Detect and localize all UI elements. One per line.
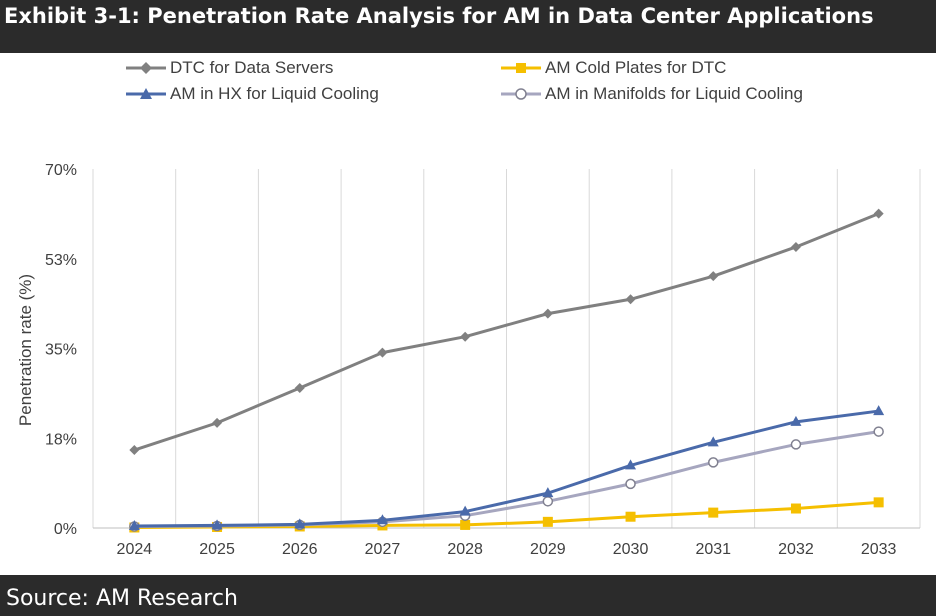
data-point <box>708 457 719 468</box>
legend-label: AM in Manifolds for Liquid Cooling <box>545 84 803 103</box>
x-tick-label: 2024 <box>117 541 153 558</box>
y-tick-label: 0% <box>54 521 77 538</box>
data-point <box>790 241 801 252</box>
x-tick-label: 2028 <box>447 541 483 558</box>
data-point <box>625 478 636 490</box>
data-point <box>460 519 471 530</box>
legend-marker-square-icon <box>501 63 541 73</box>
data-point <box>377 347 388 358</box>
chart-panel: DTC for Data Servers AM Cold Plates for … <box>0 53 936 575</box>
data-point <box>708 507 719 518</box>
data-point <box>873 405 885 416</box>
data-point <box>542 308 553 319</box>
data-point <box>873 208 884 219</box>
x-tick-label: 2025 <box>199 541 235 558</box>
source-note: Source: AM Research <box>6 586 238 611</box>
series-line <box>134 409 879 528</box>
data-point <box>708 271 719 282</box>
x-tick-label: 2032 <box>778 541 814 558</box>
data-point <box>873 497 884 508</box>
legend-label: AM Cold Plates for DTC <box>545 58 727 77</box>
x-tick-label: 2027 <box>365 541 401 558</box>
y-axis-label: Penetration rate (%) <box>16 274 35 426</box>
data-point <box>129 445 140 456</box>
y-tick-label: 18% <box>45 431 77 448</box>
x-tick-label: 2029 <box>530 541 566 558</box>
data-point <box>542 516 553 527</box>
data-point <box>128 519 140 530</box>
data-point <box>294 518 306 529</box>
data-point <box>212 417 223 428</box>
x-tick-label: 2031 <box>695 541 731 558</box>
data-point <box>625 511 636 522</box>
legend-marker-diamond-icon <box>126 62 166 74</box>
data-point <box>459 505 471 516</box>
data-point <box>790 415 802 426</box>
line-chart: Penetration rate (%) 0% 18% 35% 53% 70% 2024 2… <box>16 162 921 558</box>
data-point <box>625 459 637 470</box>
data-point <box>707 436 719 447</box>
series-line <box>133 212 880 452</box>
y-tick-label: 70% <box>45 162 77 179</box>
data-point <box>790 503 801 514</box>
y-tick-label: 35% <box>45 342 77 359</box>
data-point <box>460 331 471 342</box>
x-tick-label: 2026 <box>282 541 318 558</box>
data-point <box>790 439 802 450</box>
data-point <box>211 519 223 530</box>
data-point <box>376 514 388 525</box>
legend-label: DTC for Data Servers <box>170 58 334 77</box>
x-tick-label: 2033 <box>861 541 897 558</box>
data-point <box>542 496 554 507</box>
data-point <box>542 487 554 498</box>
data-point <box>873 426 884 437</box>
legend-marker-circle-icon <box>501 88 541 100</box>
legend-marker-triangle-icon <box>126 88 166 99</box>
y-tick-label: 53% <box>45 252 77 269</box>
legend-label: AM in HX for Liquid Cooling <box>170 84 379 103</box>
data-point <box>294 382 305 393</box>
page-title: Exhibit 3-1: Penetration Rate Analysis f… <box>4 4 874 28</box>
data-point <box>625 294 636 305</box>
x-tick-label: 2030 <box>613 541 649 558</box>
